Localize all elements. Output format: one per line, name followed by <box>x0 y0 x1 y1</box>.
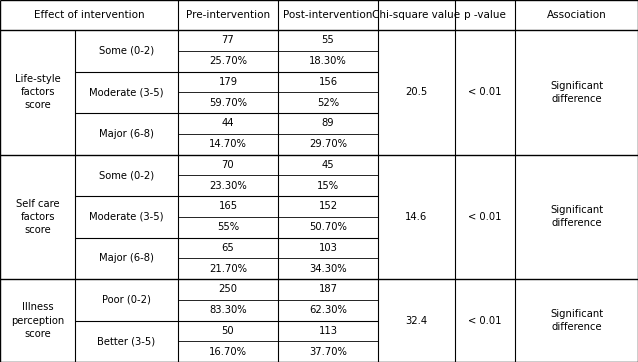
Text: 83.30%: 83.30% <box>209 305 247 315</box>
Text: Moderate (3-5): Moderate (3-5) <box>89 87 164 97</box>
Text: 25.70%: 25.70% <box>209 56 247 66</box>
Text: 113: 113 <box>318 326 338 336</box>
Text: < 0.01: < 0.01 <box>468 212 501 222</box>
Text: 20.5: 20.5 <box>405 87 427 97</box>
Text: 21.70%: 21.70% <box>209 264 247 274</box>
Text: 18.30%: 18.30% <box>309 56 347 66</box>
Text: 45: 45 <box>322 160 334 170</box>
Text: 156: 156 <box>318 77 338 87</box>
Text: Significant
difference: Significant difference <box>550 81 603 104</box>
Text: Self care
factors
score: Self care factors score <box>16 198 59 235</box>
Text: Significant
difference: Significant difference <box>550 309 603 332</box>
Text: p -value: p -value <box>464 10 506 20</box>
Text: 89: 89 <box>322 118 334 129</box>
Text: Post-intervention: Post-intervention <box>283 10 373 20</box>
Text: Poor (0-2): Poor (0-2) <box>102 295 151 305</box>
Text: Some (0-2): Some (0-2) <box>99 46 154 56</box>
Text: Some (0-2): Some (0-2) <box>99 170 154 180</box>
Text: 34.30%: 34.30% <box>309 264 347 274</box>
Text: Moderate (3-5): Moderate (3-5) <box>89 212 164 222</box>
Text: 50: 50 <box>221 326 234 336</box>
Text: Effect of intervention: Effect of intervention <box>34 10 144 20</box>
Text: 70: 70 <box>221 160 234 170</box>
Text: 59.70%: 59.70% <box>209 98 247 108</box>
Text: 187: 187 <box>318 285 338 294</box>
Text: 14.70%: 14.70% <box>209 139 247 149</box>
Text: Life-style
factors
score: Life-style factors score <box>15 74 61 110</box>
Text: 15%: 15% <box>317 181 339 191</box>
Text: 14.6: 14.6 <box>405 212 427 222</box>
Text: Better (3-5): Better (3-5) <box>98 336 156 346</box>
Text: 37.70%: 37.70% <box>309 347 347 357</box>
Text: 52%: 52% <box>317 98 339 108</box>
Text: Significant
difference: Significant difference <box>550 205 603 228</box>
Text: Major (6-8): Major (6-8) <box>99 253 154 263</box>
Text: 250: 250 <box>218 285 237 294</box>
Text: 103: 103 <box>318 243 338 253</box>
Text: 44: 44 <box>222 118 234 129</box>
Text: 62.30%: 62.30% <box>309 305 347 315</box>
Text: Major (6-8): Major (6-8) <box>99 129 154 139</box>
Text: 55: 55 <box>322 35 334 45</box>
Text: 152: 152 <box>318 201 338 211</box>
Text: < 0.01: < 0.01 <box>468 87 501 97</box>
Text: Pre-intervention: Pre-intervention <box>186 10 270 20</box>
Text: 179: 179 <box>218 77 237 87</box>
Text: 165: 165 <box>218 201 237 211</box>
Text: 55%: 55% <box>217 222 239 232</box>
Text: Illness
perception
score: Illness perception score <box>11 302 64 339</box>
Text: 65: 65 <box>221 243 234 253</box>
Text: 16.70%: 16.70% <box>209 347 247 357</box>
Text: 50.70%: 50.70% <box>309 222 347 232</box>
Text: 23.30%: 23.30% <box>209 181 247 191</box>
Text: 77: 77 <box>221 35 234 45</box>
Text: < 0.01: < 0.01 <box>468 316 501 325</box>
Text: Chi-square value: Chi-square value <box>373 10 461 20</box>
Text: 29.70%: 29.70% <box>309 139 347 149</box>
Text: Association: Association <box>547 10 606 20</box>
Text: 32.4: 32.4 <box>405 316 427 325</box>
